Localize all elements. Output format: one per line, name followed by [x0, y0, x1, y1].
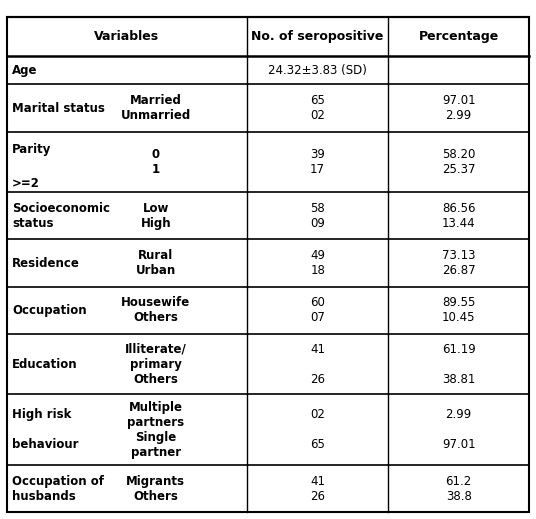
Text: 0
1: 0 1 [152, 148, 160, 176]
Text: Parity: Parity [12, 143, 51, 156]
Text: >=2: >=2 [12, 176, 40, 189]
Text: 61.19

38.81: 61.19 38.81 [442, 343, 475, 386]
Text: 41
26: 41 26 [310, 475, 325, 503]
Text: Marital status: Marital status [12, 102, 105, 115]
Text: 02

65: 02 65 [310, 408, 325, 451]
Text: Percentage: Percentage [419, 30, 499, 43]
Text: Migrants
Others: Migrants Others [126, 475, 185, 503]
Text: 89.55
10.45: 89.55 10.45 [442, 296, 475, 324]
Text: Housewife
Others: Housewife Others [121, 296, 190, 324]
Text: Socioeconomic
status: Socioeconomic status [12, 202, 110, 230]
Text: Variables: Variables [94, 30, 160, 43]
Text: Multiple
partners
Single
partner: Multiple partners Single partner [127, 401, 184, 459]
Text: 60
07: 60 07 [310, 296, 325, 324]
Text: 65
02: 65 02 [310, 94, 325, 122]
Text: Low
High: Low High [140, 202, 171, 230]
Text: Rural
Urban: Rural Urban [136, 249, 176, 277]
Text: Education: Education [12, 358, 78, 371]
Text: Occupation: Occupation [12, 304, 87, 317]
Text: 24.32±3.83 (SD): 24.32±3.83 (SD) [268, 63, 367, 76]
Text: 49
18: 49 18 [310, 249, 325, 277]
Text: Residence: Residence [12, 256, 80, 269]
Text: Occupation of
husbands: Occupation of husbands [12, 475, 104, 503]
Text: 39
17: 39 17 [310, 148, 325, 176]
Text: 61.2
38.8: 61.2 38.8 [445, 475, 472, 503]
Text: High risk

behaviour: High risk behaviour [12, 408, 79, 451]
Text: 41

26: 41 26 [310, 343, 325, 386]
Text: 73.13
26.87: 73.13 26.87 [442, 249, 475, 277]
Text: 58.20
25.37: 58.20 25.37 [442, 148, 475, 176]
Text: No. of seropositive: No. of seropositive [251, 30, 384, 43]
Text: 58
09: 58 09 [310, 202, 325, 230]
Text: 86.56
13.44: 86.56 13.44 [442, 202, 475, 230]
Text: Illiterate/
primary
Others: Illiterate/ primary Others [125, 343, 187, 386]
Text: Married
Unmarried: Married Unmarried [121, 94, 191, 122]
Text: 97.01
2.99: 97.01 2.99 [442, 94, 475, 122]
Text: Age: Age [12, 63, 38, 76]
Text: 2.99

97.01: 2.99 97.01 [442, 408, 475, 451]
